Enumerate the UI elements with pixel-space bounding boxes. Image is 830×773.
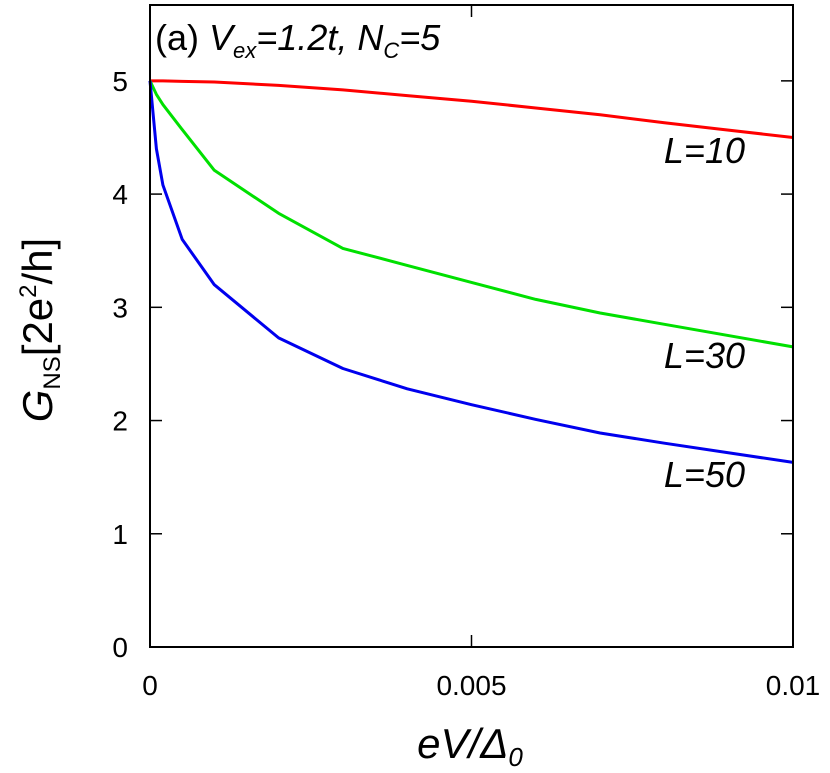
title-part: =1.2t, [256, 17, 357, 58]
title-part: =5 [399, 17, 441, 58]
y-label-part: [2e [14, 298, 61, 356]
y-tick-label: 4 [112, 179, 128, 210]
y-label-part: 2 [15, 284, 42, 297]
y-label-part: NS [39, 356, 66, 389]
series-line [148, 80, 794, 464]
series-label: L=30 [664, 335, 745, 376]
y-tick-label: 0 [112, 632, 128, 663]
series-label: L=10 [664, 130, 745, 171]
series-line [148, 80, 794, 349]
x-label-part: eV/Δ [417, 720, 508, 767]
y-tick-label: 1 [112, 519, 128, 550]
y-tick-label: 2 [112, 406, 128, 437]
plot-frame [149, 4, 794, 648]
x-label-part: 0 [508, 742, 523, 772]
title-part: ex [233, 38, 257, 63]
title-part: V [209, 17, 236, 58]
y-axis-label: GNS[2e2/h] [14, 238, 66, 422]
x-tick-label: 0.01 [766, 670, 821, 701]
chart-title: (a) Vex=1.2t, NC=5 [155, 17, 441, 63]
title-part: N [357, 17, 384, 58]
y-label-part: /h] [14, 238, 61, 285]
y-label-part: G [14, 390, 61, 423]
title-part: C [383, 38, 399, 63]
series-label: L=50 [664, 454, 745, 495]
x-tick-label: 0.005 [436, 670, 506, 701]
series-line [150, 79, 794, 139]
y-tick-label: 5 [112, 66, 128, 97]
x-axis-label: eV/Δ0 [417, 720, 523, 772]
y-tick-label: 3 [112, 292, 128, 323]
x-tick-label: 0 [142, 670, 158, 701]
title-part: (a) [155, 17, 209, 58]
